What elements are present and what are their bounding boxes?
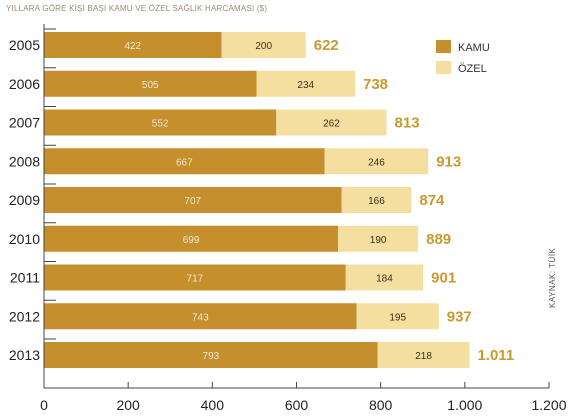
bar-ozel [324,148,429,175]
bar-ozel-value: 166 [368,196,385,207]
bar-kamu-value: 552 [152,119,169,130]
bar-kamu-value: 505 [142,80,159,91]
bar-ozel [341,187,412,213]
bar-kamu-value: 699 [183,235,200,246]
x-tick-label: 1.000 [447,397,482,413]
bar-ozel-value: 190 [370,235,387,246]
year-label: 2009 [9,192,40,208]
bar-total-label: 874 [419,192,445,209]
bar-kamu [44,187,342,213]
x-tick-label: 600 [285,397,309,413]
bar-total-label: 1.011 [477,347,514,364]
year-label: 2005 [9,37,40,53]
bar-kamu-value: 793 [203,351,220,362]
bar-ozel-value: 200 [255,41,272,52]
bar-kamu-value: 422 [124,41,141,52]
bar-kamu [44,148,325,175]
year-label: 2012 [9,308,40,324]
bar-ozel [377,342,470,368]
bar-ozel [338,225,419,252]
bar-total-label: 738 [363,76,388,93]
legend-swatch-kamu [436,40,451,53]
bar-ozel-value: 184 [376,274,393,285]
year-label: 2008 [9,153,40,169]
bar-total-label: 913 [436,153,461,170]
bar-ozel [356,303,439,330]
year-label: 2013 [9,347,40,363]
bar-kamu-value: 667 [176,157,193,168]
legend-swatch-özel [436,61,451,74]
x-tick-label: 800 [369,397,393,413]
bar-ozel-value: 234 [297,80,314,91]
bar-ozel [256,70,355,97]
bar-kamu-value: 717 [187,274,204,285]
bar-ozel-value: 218 [415,351,432,362]
bar-ozel [221,32,306,58]
bar-kamu [44,303,357,330]
year-label: 2006 [9,76,40,92]
bar-ozel [276,109,387,136]
x-tick-label: 1.200 [531,397,566,413]
bar-kamu [44,225,339,252]
source-label: KAYNAK: TÜİK [548,247,557,308]
bar-total-label: 622 [314,37,339,54]
x-tick-label: 200 [116,397,140,413]
bar-kamu [44,264,346,291]
bar-ozel [345,264,424,291]
year-label: 2007 [9,115,40,131]
bar-total-label: 889 [426,231,451,248]
bar-total-label: 937 [447,308,472,325]
bar-ozel-value: 246 [368,157,385,168]
legend-label: ÖZEL [458,63,487,75]
bar-total-label: 813 [395,115,420,132]
bar-kamu-value: 707 [184,196,201,207]
legend-label: KAMU [458,42,490,54]
x-tick-label: 400 [201,397,225,413]
chart-title: YILLARA GÖRE KİŞİ BAŞI KAMU VE ÖZEL SAĞL… [6,4,268,13]
bar-kamu-value: 743 [192,312,209,323]
x-tick-label: 0 [40,397,48,413]
bar-kamu [44,109,277,136]
bar-kamu [44,32,222,58]
bar-kamu [44,342,378,368]
year-label: 2011 [10,270,40,286]
bar-ozel-value: 262 [323,119,340,130]
year-label: 2010 [9,231,40,247]
bar-kamu [44,70,257,97]
bar-total-label: 901 [431,270,456,287]
bar-ozel-value: 195 [389,312,406,323]
